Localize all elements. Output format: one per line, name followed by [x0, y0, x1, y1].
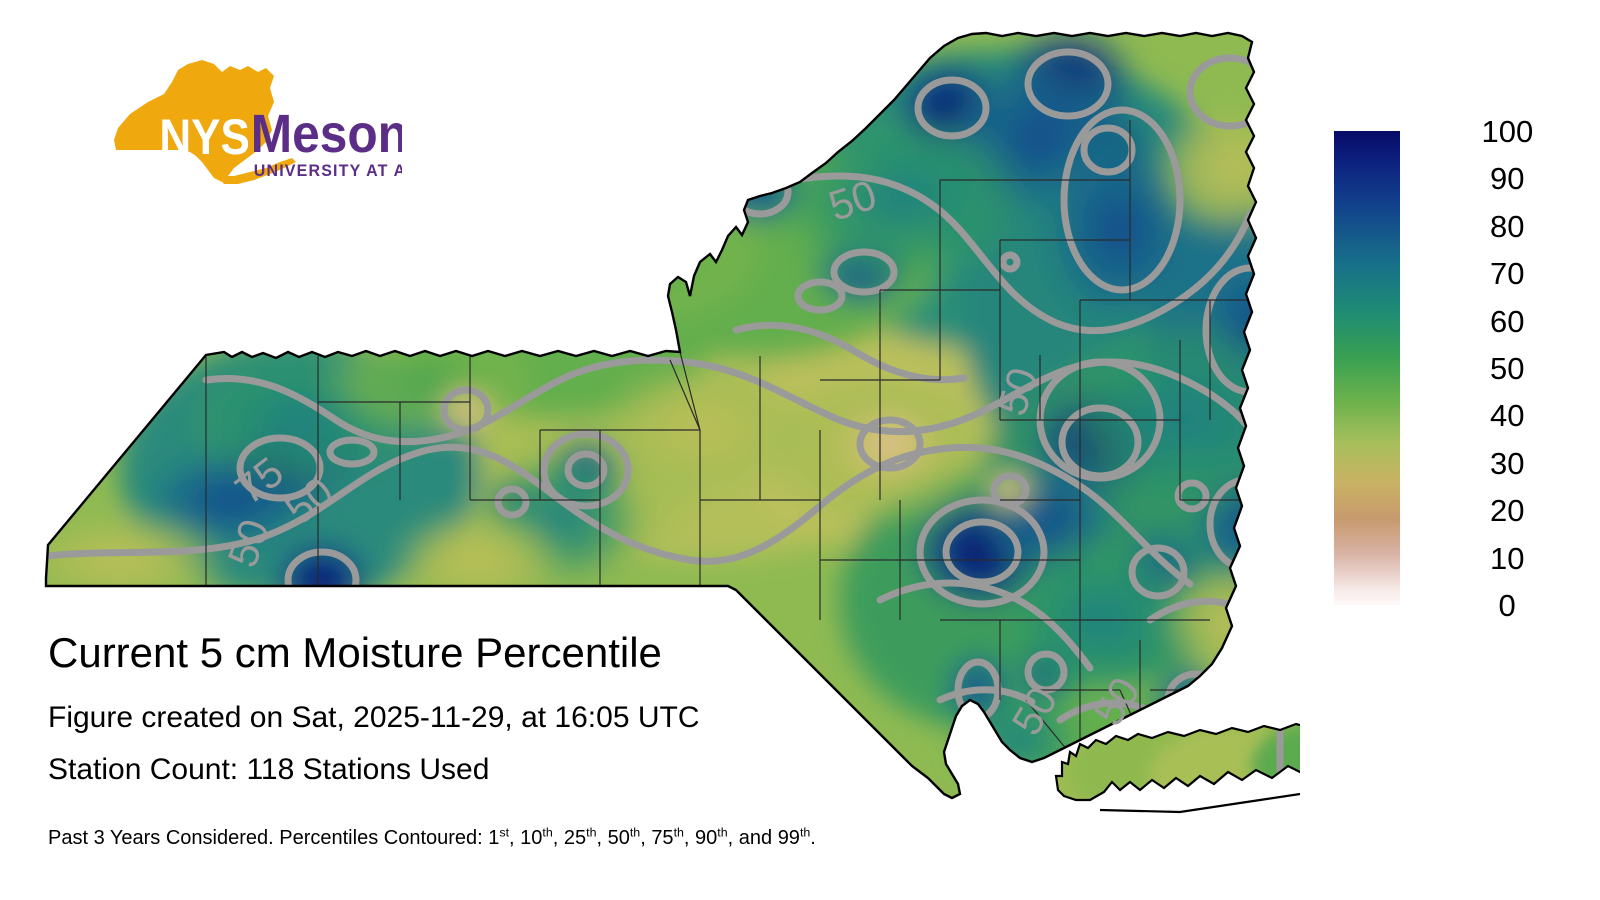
colorbar-tick-100: 100	[1481, 114, 1534, 149]
colorbar-tick-0: 0	[1498, 588, 1516, 623]
logo-mesonet-text: Mesonet	[251, 103, 402, 163]
ordinal-suffix: th	[629, 825, 641, 840]
ny-state-silhouette	[114, 60, 274, 182]
moisture-percentile-colorbar	[1334, 131, 1400, 605]
long-island-silhouette	[218, 158, 296, 184]
colorbar-tick-80: 80	[1490, 208, 1525, 244]
colorbar-tick-70: 70	[1490, 256, 1525, 292]
colorbar-tick-labels: 100 90 80 70 60 50 40 30 20 10 0	[1455, 108, 1575, 628]
ordinal-suffix: th	[673, 825, 684, 840]
ordinal-suffix: th	[799, 825, 811, 840]
colorbar-tick-40: 40	[1490, 398, 1525, 434]
page-title: Current 5 cm Moisture Percentile	[48, 629, 662, 676]
nys-mesonet-logo: NYS Mesonet UNIVERSITY AT ALBANY	[52, 58, 402, 188]
station-count-label: Station Count: 118 Stations Used	[48, 753, 490, 786]
figure-created-timestamp: Figure created on Sat, 2025-11-29, at 16…	[48, 701, 700, 734]
ordinal-suffix: st	[499, 825, 510, 840]
logo-tagline: UNIVERSITY AT ALBANY	[254, 162, 402, 180]
colorbar-gradient	[1334, 131, 1400, 605]
map-panel: 75 50 50 50 50 50 50	[44, 31, 1300, 814]
colorbar-tick-90: 90	[1490, 161, 1525, 197]
colorbar-tick-30: 30	[1490, 445, 1525, 481]
contour-footnote: Past 3 Years Considered. Percentiles Con…	[48, 825, 816, 849]
colorbar-tick-10: 10	[1490, 540, 1525, 576]
colorbar-tick-60: 60	[1490, 303, 1525, 339]
county-boundaries	[205, 120, 1256, 798]
logo-nys-text: NYS	[159, 108, 249, 164]
ordinal-suffix: th	[717, 825, 728, 840]
colorbar-tick-50: 50	[1490, 351, 1525, 386]
ordinal-suffix: th	[586, 825, 597, 840]
ordinal-suffix: th	[542, 825, 553, 840]
colorbar-tick-20: 20	[1490, 493, 1525, 529]
